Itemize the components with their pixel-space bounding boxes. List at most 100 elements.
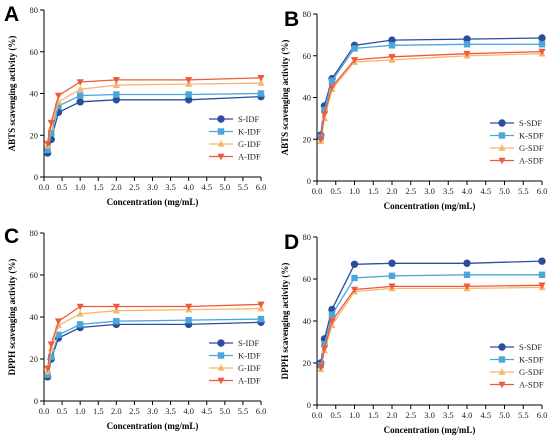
legend-marker [498,119,506,127]
x-tick-label: 6.0 [256,406,267,416]
data-point [47,341,55,349]
x-axis-title: Concentration (mg/mL) [107,421,199,431]
legend-marker [498,144,506,151]
data-point [76,85,84,93]
legend-label: S-SDF [519,342,542,352]
series-a-sdf [317,282,546,371]
y-tick-label: 0 [307,400,311,410]
data-point [317,364,325,371]
data-point [113,318,120,325]
y-tick-label: 60 [30,47,39,57]
data-point [538,41,546,48]
x-tick-label: 5.5 [518,410,529,420]
legend-marker [498,356,506,363]
data-point [54,92,63,100]
data-point [257,90,265,97]
series-line-g-idf [46,307,262,372]
x-axis-title: Concentration (mg/mL) [107,197,199,207]
x-tick-label: 0.0 [312,186,323,196]
x-tick-label: 5.5 [238,182,249,192]
x-tick-label: 0.5 [57,406,68,416]
x-tick-label: 0.0 [39,182,50,192]
x-tick-label: 3.5 [165,182,176,192]
x-tick-label: 3.0 [147,182,158,192]
x-tick-label: 1.0 [349,186,360,196]
legend-label: G-IDF [238,363,261,373]
x-tick-label: 2.0 [387,410,398,420]
data-point [44,140,52,148]
series-a-idf [44,301,265,373]
data-point [76,310,84,317]
series-g-sdf [317,283,546,373]
legend-label: S-SDF [519,118,542,128]
x-tick-label: 6.0 [537,186,548,196]
series-a-sdf [317,48,546,144]
series-line-g-sdf [320,286,543,370]
data-point [112,303,120,311]
legend-marker [498,368,506,375]
data-point [257,79,265,86]
x-tick-label: 4.0 [183,182,194,192]
data-point [257,301,265,309]
legend-marker [498,132,506,139]
data-point [388,259,396,267]
legend-label: A-IDF [238,376,261,386]
data-point [321,340,328,348]
x-tick-label: 0.0 [312,410,323,420]
x-tick-label: 5.0 [499,410,510,420]
legend-label: G-IDF [238,139,261,149]
x-tick-label: 3.0 [424,410,435,420]
y-tick-label: 60 [303,51,312,61]
data-point [76,79,84,86]
legend-label: G-SDF [519,143,544,153]
data-point [48,353,55,361]
y-tick-label: 60 [303,274,312,284]
data-point [112,77,120,84]
data-point [47,119,55,127]
y-tick-label: 40 [303,316,312,326]
legend-label: S-IDF [238,338,260,348]
series-line-a-sdf [320,284,543,368]
x-tick-label: 2.0 [387,186,398,196]
x-tick-label: 2.5 [129,182,140,192]
x-tick-label: 6.0 [256,182,267,192]
data-point [185,91,192,98]
y-tick-label: 20 [303,358,312,368]
data-point [44,146,51,154]
series-k-sdf [317,41,546,141]
legend-marker [217,364,225,371]
y-tick-label: 0 [307,176,311,186]
data-point [538,34,546,42]
legend-marker [217,339,225,347]
x-tick-label: 4.0 [462,186,473,196]
data-point [463,271,471,278]
x-tick-label: 5.0 [220,182,231,192]
series-k-idf [44,90,265,154]
legend-d: S-SDF K-SDF G-SDF A-SDF [490,342,544,390]
legend-a: S-IDF K-IDF G-IDF A-IDF [209,114,261,162]
y-axis-title: ABTS scavenging activity (%) [280,40,290,156]
data-point [463,259,471,267]
y-tick-label: 40 [30,312,39,322]
x-tick-label: 5.5 [518,186,529,196]
data-point [538,271,546,278]
legend-label: S-IDF [238,114,260,124]
data-point [55,102,62,110]
x-tick-label: 3.5 [165,406,176,416]
panel-label-c: C [4,225,19,248]
legend-label: K-IDF [238,351,261,361]
data-point [538,257,546,265]
legend-marker [498,157,506,165]
legend-marker [498,381,506,389]
data-point [257,75,265,82]
x-tick-label: 1.0 [75,406,86,416]
x-tick-label: 1.5 [93,406,104,416]
data-point [76,92,84,99]
data-point [463,283,471,291]
x-tick-label: 0.5 [57,182,68,192]
data-point [350,260,359,268]
x-tick-label: 6.0 [537,410,548,420]
y-tick-label: 80 [30,5,39,15]
x-tick-label: 3.5 [443,410,454,420]
